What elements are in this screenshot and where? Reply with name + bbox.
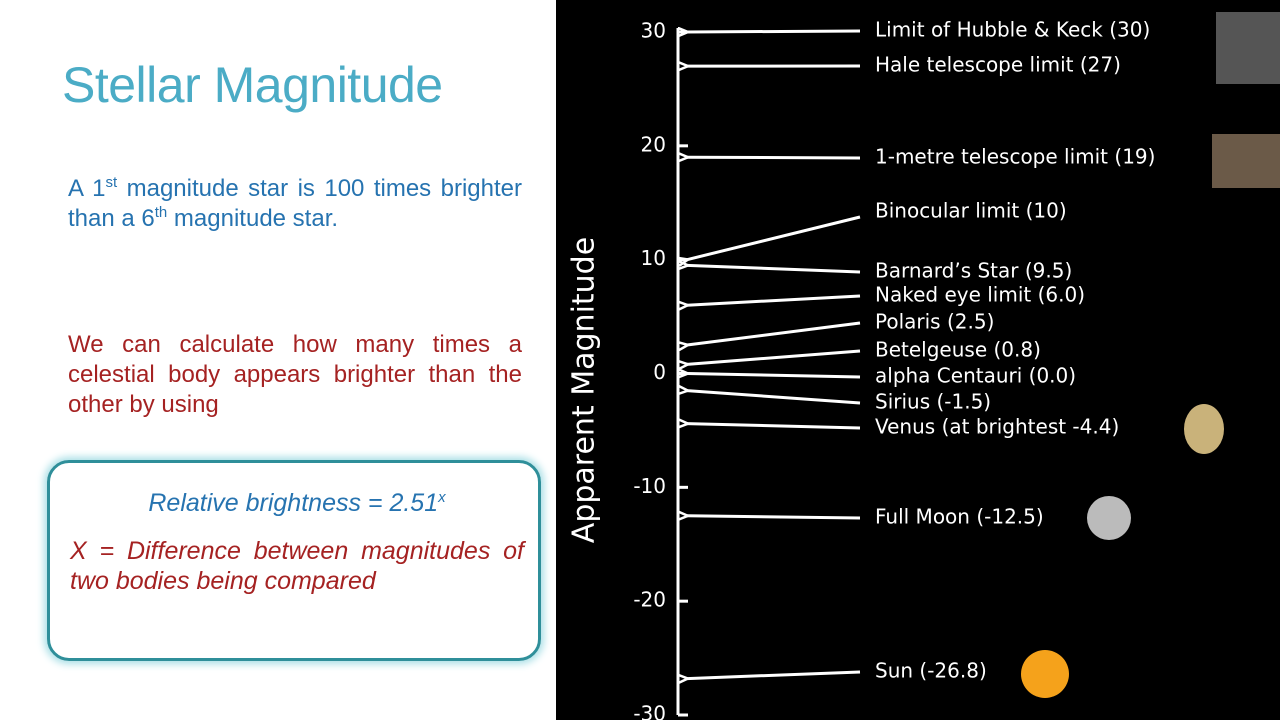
text: A 1: [68, 175, 106, 202]
tick-label: -30: [633, 702, 666, 720]
formula: Relative brightness = 2.51x: [50, 489, 544, 518]
marker-label: Naked eye limit (6.0): [875, 283, 1085, 307]
arrow: [687, 321, 861, 345]
marker-label: Hale telescope limit (27): [875, 53, 1121, 77]
magnitude-scale: Apparent Magnitude 30 20 10 0 -10 -20 -30 Limit…: [556, 0, 1280, 720]
marker-label: Venus (at brightest -4.4): [875, 415, 1119, 439]
arrow: [687, 349, 861, 364]
venus-image: [1184, 404, 1224, 454]
marker-label: Limit of Hubble & Keck (30): [875, 18, 1150, 42]
marker-label: Polaris (2.5): [875, 310, 994, 334]
arrow: [687, 516, 861, 518]
moon-image: [1087, 496, 1131, 540]
marker-label: Sun (-26.8): [875, 659, 987, 683]
marker-label: Betelgeuse (0.8): [875, 338, 1041, 362]
tick-label: 10: [641, 246, 666, 270]
telescope-image: [1216, 12, 1280, 84]
marker-label: Binocular limit (10): [875, 199, 1067, 223]
arrow: [687, 391, 861, 405]
marker-label: Barnard’s Star (9.5): [875, 259, 1072, 283]
sun-image: [1021, 650, 1069, 698]
marker-label: alpha Centauri (0.0): [875, 364, 1076, 388]
arrow: [687, 294, 861, 305]
arrow: [687, 157, 861, 158]
axis-label: Apparent Magnitude: [567, 237, 602, 543]
text-panel: Stellar Magnitude A 1st magnitude star i…: [0, 0, 556, 720]
slide-title: Stellar Magnitude: [62, 57, 443, 113]
marker-label: Sirius (-1.5): [875, 390, 991, 414]
telescope-image: [1212, 134, 1280, 188]
arrow: [687, 215, 861, 260]
text: magnitude star is 100 times brighter tha…: [68, 175, 523, 232]
tick-label: 30: [641, 19, 666, 43]
arrow: [687, 265, 861, 274]
arrow: [687, 374, 861, 378]
text: Relative brightness = 2.51: [148, 489, 439, 517]
definition: X = Difference between magnitudes of two…: [70, 537, 524, 595]
superscript: st: [105, 174, 118, 191]
superscript: x: [438, 489, 446, 506]
arrow: [687, 31, 861, 32]
superscript: th: [154, 204, 168, 221]
arrow: [687, 670, 861, 679]
tick-label: 20: [641, 132, 666, 156]
marker-label: Full Moon (-12.5): [875, 505, 1044, 529]
marker-label: 1-metre telescope limit (19): [875, 145, 1155, 169]
tick-label: -10: [633, 474, 666, 498]
tick-label: 0: [653, 360, 666, 384]
text: magnitude star.: [167, 205, 339, 232]
formula-box: Relative brightness = 2.51x X = Differen…: [47, 460, 541, 661]
tick-label: -20: [633, 588, 666, 612]
arrow: [687, 424, 861, 430]
paragraph: A 1st magnitude star is 100 times bright…: [68, 174, 522, 234]
paragraph: We can calculate how many times a celest…: [68, 331, 522, 418]
